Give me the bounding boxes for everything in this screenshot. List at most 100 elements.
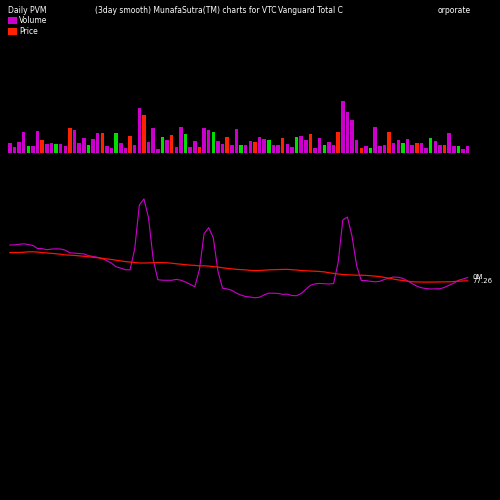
Bar <box>452 146 456 152</box>
Bar <box>434 141 437 152</box>
Bar <box>406 138 409 152</box>
Bar <box>322 145 326 152</box>
Bar <box>456 146 460 152</box>
Bar <box>160 137 164 152</box>
Bar <box>110 148 114 152</box>
Text: Vanguard Total C: Vanguard Total C <box>278 6 342 15</box>
Bar <box>401 144 404 152</box>
Bar <box>59 144 62 152</box>
Bar <box>170 136 173 152</box>
Bar <box>355 140 358 152</box>
Bar <box>327 142 330 152</box>
Bar <box>226 137 229 152</box>
Bar <box>336 132 340 152</box>
Bar <box>230 145 234 152</box>
Bar <box>346 112 349 152</box>
Bar <box>424 148 428 152</box>
Bar <box>138 108 141 152</box>
Bar <box>382 145 386 152</box>
Bar <box>26 146 30 152</box>
Bar <box>360 148 363 152</box>
Bar <box>12 148 16 152</box>
Bar <box>462 149 465 152</box>
Bar <box>54 144 58 152</box>
Bar <box>73 130 76 152</box>
Bar <box>86 146 90 152</box>
Bar <box>207 130 210 152</box>
Bar <box>96 133 100 152</box>
Bar <box>202 128 206 152</box>
Bar <box>448 132 451 152</box>
Bar <box>68 128 71 152</box>
Bar <box>258 138 262 152</box>
Bar <box>184 134 188 152</box>
Bar <box>124 148 127 152</box>
Bar <box>105 146 108 152</box>
Bar <box>142 114 146 152</box>
Bar <box>179 127 182 152</box>
Bar <box>318 138 322 152</box>
Bar <box>267 140 270 152</box>
Bar <box>100 132 104 152</box>
Bar <box>304 140 308 152</box>
Text: orporate: orporate <box>438 6 470 15</box>
Bar <box>174 146 178 152</box>
Bar <box>212 132 215 152</box>
Bar <box>253 142 256 152</box>
Bar <box>248 142 252 152</box>
Bar <box>133 144 136 152</box>
Bar <box>396 140 400 152</box>
Bar <box>388 132 391 152</box>
Bar <box>156 149 160 152</box>
Text: Daily PVM: Daily PVM <box>8 6 46 15</box>
Bar <box>443 144 446 152</box>
Bar <box>314 148 317 152</box>
Bar <box>40 140 44 152</box>
Text: 77.26: 77.26 <box>472 278 492 284</box>
Bar <box>374 126 377 152</box>
Bar <box>92 139 95 152</box>
Bar <box>295 136 298 152</box>
Bar <box>188 146 192 152</box>
Text: (3day smooth) MunafaSutra(TM) charts for VTC: (3day smooth) MunafaSutra(TM) charts for… <box>95 6 276 15</box>
Bar <box>31 146 34 152</box>
Bar <box>193 140 196 152</box>
Text: Price: Price <box>19 27 38 36</box>
Bar <box>438 146 442 152</box>
Text: 0M: 0M <box>472 274 483 280</box>
Bar <box>114 133 118 152</box>
Bar <box>64 146 67 152</box>
Bar <box>216 141 220 152</box>
Text: Volume: Volume <box>19 16 48 25</box>
Bar <box>286 144 289 152</box>
Bar <box>234 130 238 152</box>
Bar <box>378 146 382 152</box>
Bar <box>281 138 284 152</box>
Bar <box>244 144 248 152</box>
Bar <box>420 143 423 152</box>
Bar <box>50 143 53 152</box>
Bar <box>290 147 294 152</box>
Bar <box>166 140 169 152</box>
Bar <box>429 138 432 152</box>
Bar <box>147 142 150 152</box>
Bar <box>18 142 21 152</box>
Bar <box>128 136 132 152</box>
Bar <box>119 143 122 152</box>
Bar <box>332 145 336 152</box>
Bar <box>198 147 201 152</box>
Bar <box>369 148 372 152</box>
Bar <box>300 136 303 152</box>
Bar <box>22 132 26 152</box>
Bar <box>392 143 396 152</box>
Bar <box>364 146 368 152</box>
Bar <box>78 142 81 152</box>
Bar <box>466 146 469 152</box>
Bar <box>152 128 155 152</box>
Bar <box>45 144 48 152</box>
Bar <box>341 101 344 152</box>
Bar <box>276 145 280 152</box>
Bar <box>82 138 86 152</box>
Bar <box>410 146 414 152</box>
Bar <box>240 146 243 152</box>
